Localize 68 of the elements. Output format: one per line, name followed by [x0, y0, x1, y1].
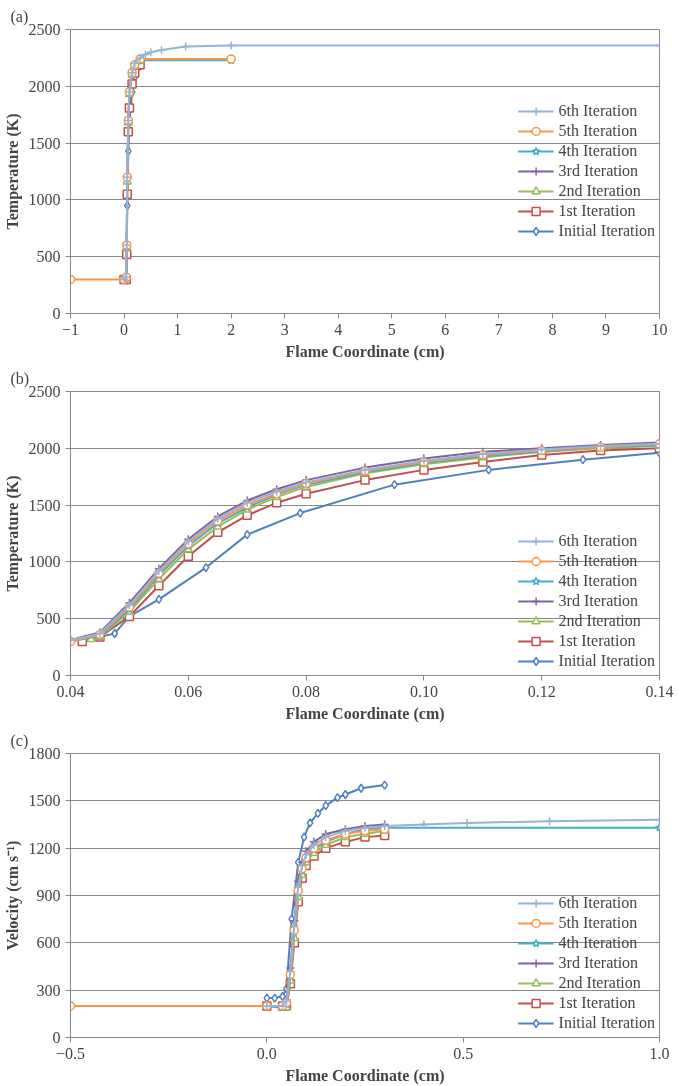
y-tick-label: 1500 — [28, 496, 61, 514]
y-tick-label: 300 — [36, 981, 61, 999]
legend-label: 3rd Iteration — [558, 162, 639, 180]
x-tick-label: 9 — [601, 320, 610, 338]
y-tick-label: 2500 — [28, 21, 61, 38]
y-axis-title: Velocity (cm s⁻¹) — [3, 840, 22, 951]
legend-label: 6th Iteration — [558, 102, 638, 120]
y-tick-label: 1000 — [28, 553, 61, 571]
legend-label: 4th Iteration — [558, 572, 638, 590]
y-tick-label: 0 — [52, 667, 61, 684]
x-tick-label: 8 — [548, 320, 557, 338]
y-tick-label: 1500 — [28, 792, 61, 810]
x-axis-title: Flame Coordinate (cm) — [285, 704, 445, 723]
x-tick-label: 0.12 — [527, 682, 556, 700]
x-tick-label: 10 — [651, 320, 668, 338]
legend-label: 1st Iteration — [558, 202, 636, 220]
x-axis-title: Flame Coordinate (cm) — [285, 1066, 445, 1085]
y-tick-label: 1500 — [28, 134, 61, 152]
legend-label: Initial Iteration — [558, 222, 655, 240]
legend-label: 1st Iteration — [558, 994, 636, 1012]
legend-label: Initial Iteration — [558, 1014, 655, 1032]
x-tick-label: −1 — [61, 320, 80, 338]
y-axis-title: Temperature (K) — [3, 113, 22, 230]
chart-title: (a) — [10, 7, 29, 26]
legend-label: 5th Iteration — [558, 122, 638, 140]
legend-label: 1st Iteration — [558, 632, 636, 650]
x-tick-label: 0.06 — [174, 682, 203, 700]
x-axis-title: Flame Coordinate (cm) — [285, 342, 445, 361]
y-tick-label: 1800 — [28, 745, 61, 762]
x-tick-label: 0.10 — [409, 682, 438, 700]
x-tick-label: 7 — [494, 320, 503, 338]
x-tick-label: 0 — [120, 320, 129, 338]
legend-label: 5th Iteration — [558, 914, 638, 932]
y-tick-label: 0 — [52, 1029, 61, 1046]
y-tick-label: 2000 — [28, 439, 61, 457]
y-axis-title: Temperature (K) — [3, 475, 22, 592]
y-tick-label: 1200 — [28, 839, 61, 857]
legend-label: 3rd Iteration — [558, 592, 639, 610]
legend-label: 6th Iteration — [558, 894, 638, 912]
y-tick-label: 2500 — [28, 383, 61, 400]
x-tick-label: 5 — [387, 320, 396, 338]
legend-label: 2nd Iteration — [558, 974, 641, 992]
x-tick-label: 0.08 — [292, 682, 321, 700]
legend-label: 6th Iteration — [558, 532, 638, 550]
legend-label: Initial Iteration — [558, 652, 655, 670]
chart-title: (c) — [10, 731, 29, 750]
x-tick-label: 6 — [441, 320, 450, 338]
x-tick-label: 1.0 — [649, 1044, 670, 1062]
x-tick-label: 0.04 — [56, 682, 85, 700]
chart-title: (b) — [10, 369, 30, 388]
y-tick-label: 2000 — [28, 77, 61, 95]
x-tick-label: 0.5 — [453, 1044, 474, 1062]
x-tick-label: 0.14 — [645, 682, 674, 700]
y-tick-label: 600 — [36, 934, 61, 952]
x-tick-label: 2 — [227, 320, 236, 338]
x-tick-label: 0.0 — [256, 1044, 277, 1062]
x-tick-label: 3 — [280, 320, 289, 338]
x-tick-label: −0.5 — [55, 1044, 86, 1062]
y-tick-label: 0 — [52, 305, 61, 322]
y-tick-label: 1000 — [28, 191, 61, 209]
legend-label: 3rd Iteration — [558, 954, 639, 972]
y-tick-label: 500 — [36, 610, 61, 628]
y-tick-label: 500 — [36, 248, 61, 266]
legend-label: 2nd Iteration — [558, 182, 641, 200]
legend-label: 4th Iteration — [558, 142, 638, 160]
x-tick-label: 1 — [173, 320, 182, 338]
y-tick-label: 900 — [36, 887, 61, 904]
x-tick-label: 4 — [334, 320, 343, 338]
